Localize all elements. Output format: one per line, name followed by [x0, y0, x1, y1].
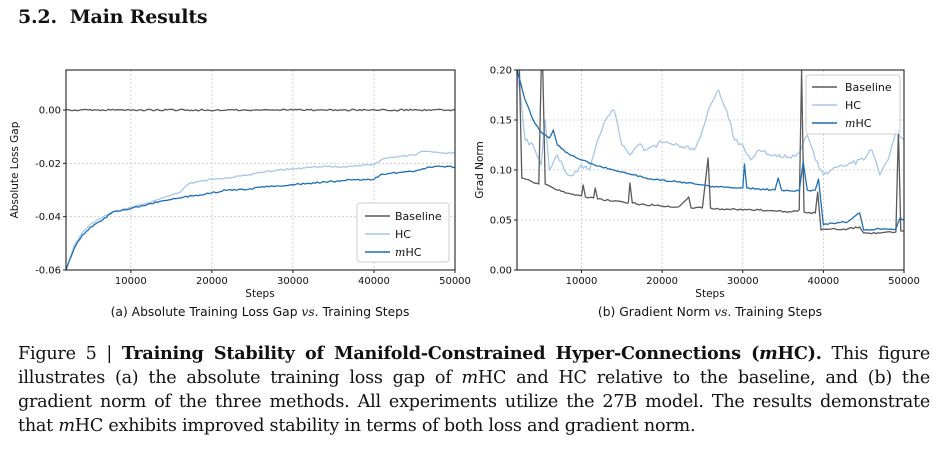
y-tick-label: 0.15 — [490, 116, 512, 127]
x-ticks-a: 10000 20000 30000 40000 50000 — [115, 270, 471, 287]
x-tick-label: 30000 — [727, 276, 759, 287]
series-lines-a — [66, 108, 455, 270]
x-tick-label: 50000 — [888, 276, 920, 287]
x-tick-label: 20000 — [646, 276, 678, 287]
x-tick-label: 10000 — [115, 276, 147, 287]
legend-label-baseline-b: Baseline — [845, 81, 892, 94]
x-tick-label: 50000 — [439, 276, 471, 287]
legend-b: Baseline HC mHC — [805, 74, 901, 135]
section-title: Main Results — [69, 6, 208, 28]
x-tick-label: 10000 — [566, 276, 598, 287]
legend-label-mhc-b: mHC — [845, 117, 872, 130]
y-tick-label: 0.20 — [490, 66, 512, 77]
legend-label-hc-a: HC — [395, 228, 411, 241]
figure-5: 0.00 -0.02 -0.04 -0.06 10000 20000 30000 40000… — [9, 66, 920, 320]
y-tick-label: 0.00 — [39, 106, 61, 117]
y-axis-label-b: Grad Norm — [474, 141, 486, 199]
series-line-mhc — [66, 165, 455, 270]
subcaption-b: (b) Gradient Norm vs. Training Steps — [598, 305, 822, 319]
y-ticks-b: 0.00 0.05 0.10 0.15 0.20 — [490, 66, 517, 277]
subcaption-a: (a) Absolute Training Loss Gap vs. Train… — [111, 305, 410, 319]
y-tick-label: 0.05 — [490, 216, 512, 227]
y-tick-label: 0.00 — [490, 266, 512, 277]
chart-gradient-norm: 0.00 0.05 0.10 0.15 0.20 10000 20000 30000 4000… — [474, 66, 920, 320]
x-axis-label-b: Steps — [695, 288, 724, 300]
caption-body: This figure illustrates (a) the absolute… — [18, 344, 931, 436]
caption-label: Figure 5 | — [18, 344, 113, 364]
series-line-hc — [517, 70, 904, 177]
y-tick-label: -0.04 — [35, 212, 61, 223]
x-tick-label: 20000 — [196, 276, 228, 287]
chart-absolute-loss-gap: 0.00 -0.02 -0.04 -0.06 10000 20000 30000 40000… — [9, 69, 471, 319]
series-line-hc — [66, 150, 455, 270]
y-ticks-a: 0.00 -0.02 -0.04 -0.06 — [35, 106, 66, 277]
x-axis-label-a: Steps — [245, 288, 274, 300]
y-tick-label: -0.06 — [35, 266, 61, 277]
series-line-baseline — [517, 70, 904, 235]
section-number: 5.2. — [18, 6, 57, 28]
series-line-mhc — [517, 70, 904, 231]
x-tick-label: 40000 — [807, 276, 839, 287]
legend-label-baseline-a: Baseline — [395, 210, 442, 223]
legend-label-mhc-a: mHC — [395, 246, 422, 259]
legend-label-hc-b: HC — [845, 99, 861, 112]
legend-box-b — [805, 74, 901, 135]
figure-caption: Figure 5 | Training Stability of Manifol… — [18, 342, 930, 438]
x-tick-label: 40000 — [358, 276, 390, 287]
x-tick-label: 30000 — [277, 276, 309, 287]
legend-box-a — [356, 202, 450, 263]
series-lines-b — [517, 70, 904, 235]
series-line-baseline — [66, 108, 455, 112]
y-tick-label: -0.02 — [35, 159, 61, 170]
x-ticks-b: 10000 20000 30000 40000 50000 — [566, 270, 920, 287]
caption-title: Training Stability of Manifold-Constrain… — [121, 343, 822, 364]
y-axis-label-a: Absolute Loss Gap — [9, 121, 21, 218]
axes-frame-a — [65, 69, 456, 271]
section-heading: 5.2. Main Results — [18, 6, 208, 28]
legend-a: Baseline HC mHC — [356, 202, 450, 263]
y-tick-label: 0.10 — [490, 166, 512, 177]
